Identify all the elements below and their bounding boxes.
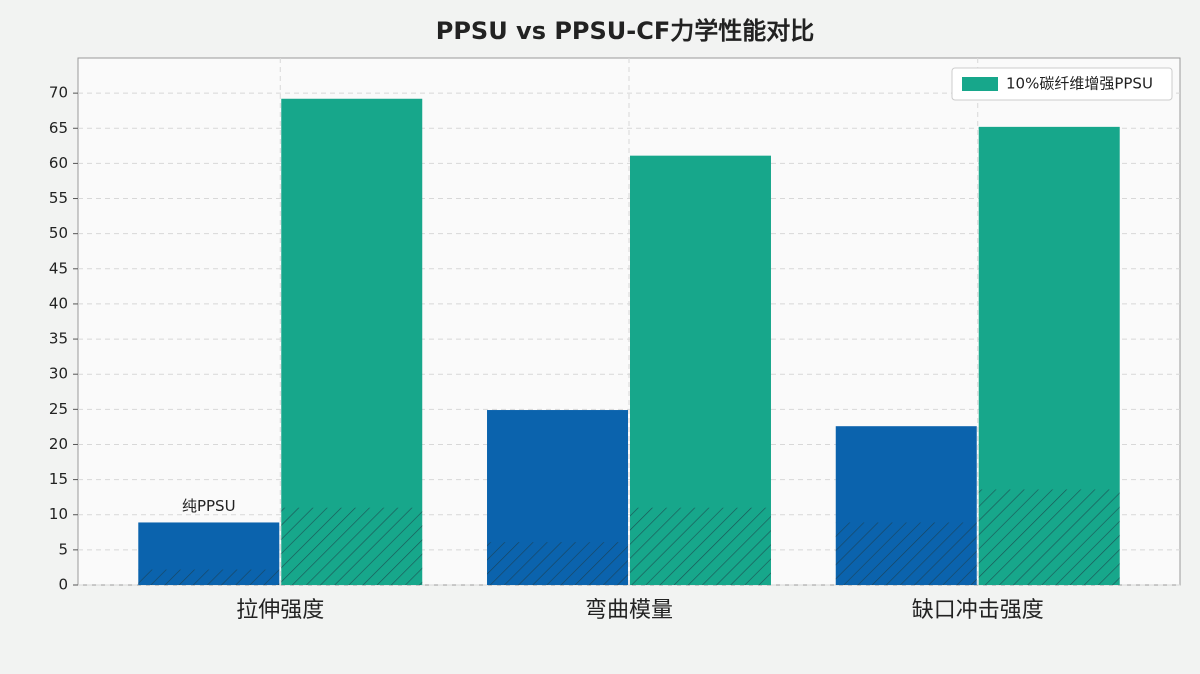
y-tick-label: 50 [49, 224, 68, 242]
annotation: 纯PPSU [182, 497, 236, 515]
legend-box [951, 67, 1173, 101]
y-tick-label: 45 [49, 259, 68, 277]
bar [281, 98, 423, 585]
y-tick-label: 25 [49, 400, 68, 418]
y-tick-label: 10 [49, 505, 68, 523]
y-tick-label: 65 [49, 119, 68, 137]
chart-title: PPSU vs PPSU-CF力学性能对比 [436, 17, 815, 45]
legend-label: 10%碳纤维增强PPSU [1006, 75, 1153, 93]
x-tick-label: 缺口冲击强度 [912, 598, 1044, 623]
y-tick-label: 5 [58, 540, 68, 558]
y-tick-label: 15 [49, 470, 68, 488]
hatched-segment [630, 507, 771, 585]
y-tick-label: 30 [49, 365, 68, 383]
x-tick-label: 弯曲模量 [585, 598, 673, 623]
hatched-segment [138, 569, 280, 585]
hatched-segment [835, 522, 977, 585]
hatched-segment [281, 507, 423, 585]
hatched-segment [978, 489, 1120, 585]
y-tick-label: 70 [49, 84, 68, 102]
y-tick-label: 40 [49, 294, 68, 312]
y-tick-label: 35 [49, 330, 68, 348]
legend-swatch [962, 77, 998, 91]
y-tick-label: 20 [49, 435, 68, 453]
y-tick-label: 55 [49, 189, 68, 207]
y-tick-label: 60 [49, 154, 68, 172]
hatched-segment [487, 542, 628, 585]
x-tick-label: 拉伸强度 [236, 598, 324, 623]
y-tick-label: 0 [58, 576, 68, 594]
